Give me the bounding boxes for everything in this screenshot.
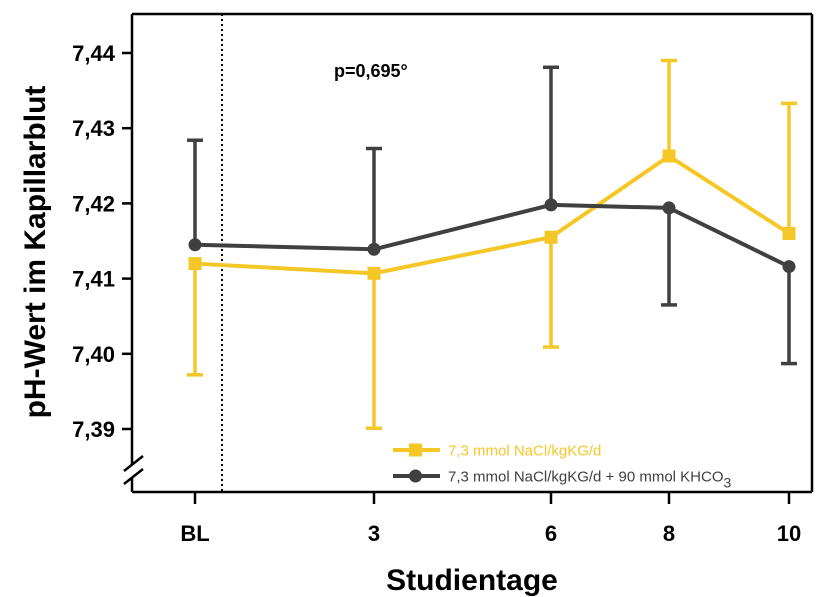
legend-label-nacl: 7,3 mmol NaCl/kgKG/d (448, 443, 601, 460)
series-line-khco3 (194, 202, 790, 269)
y-tick-label: 7,40 (72, 342, 115, 367)
legend-marker-khco3 (409, 469, 422, 483)
data-point-khco3 (188, 238, 202, 252)
data-point-khco3 (544, 198, 558, 212)
data-point-nacl (367, 266, 381, 280)
x-tick-label: BL (180, 521, 209, 546)
y-tick-label: 7,43 (72, 116, 115, 141)
legend-marker-nacl (409, 443, 422, 457)
y-tick-label: 7,44 (72, 41, 116, 66)
y-axis-break-mark (123, 455, 144, 472)
y-axis-title: pH-Wert im Kapillarblut (19, 86, 52, 419)
p-value-annotation: p=0,695° (334, 61, 408, 81)
x-tick-label: 8 (663, 521, 675, 546)
data-point-khco3 (662, 201, 676, 215)
x-axis-title: Studientage (386, 564, 558, 597)
data-point-nacl (662, 149, 676, 163)
legend-label-khco3-main: 7,3 mmol NaCl/kgKG/d + 90 mmol KHCO (448, 469, 724, 486)
data-point-khco3 (367, 242, 381, 256)
y-axis-break-mark (123, 468, 144, 485)
x-tick-label: 6 (545, 521, 557, 546)
legend-label-khco3-subscript: 3 (724, 475, 732, 491)
y-tick-label: 7,42 (72, 191, 115, 216)
data-point-nacl (188, 257, 202, 271)
y-tick-label: 7,39 (72, 417, 115, 442)
data-point-nacl (544, 230, 558, 244)
data-point-khco3 (782, 260, 796, 274)
x-tick-label: 10 (777, 521, 801, 546)
data-point-nacl (782, 226, 796, 240)
legend-label-khco3: 7,3 mmol NaCl/kgKG/d + 90 mmol KHCO3 (448, 469, 732, 491)
x-tick-label: 3 (368, 521, 380, 546)
y-tick-label: 7,41 (72, 267, 115, 292)
series-line-nacl (194, 154, 791, 276)
